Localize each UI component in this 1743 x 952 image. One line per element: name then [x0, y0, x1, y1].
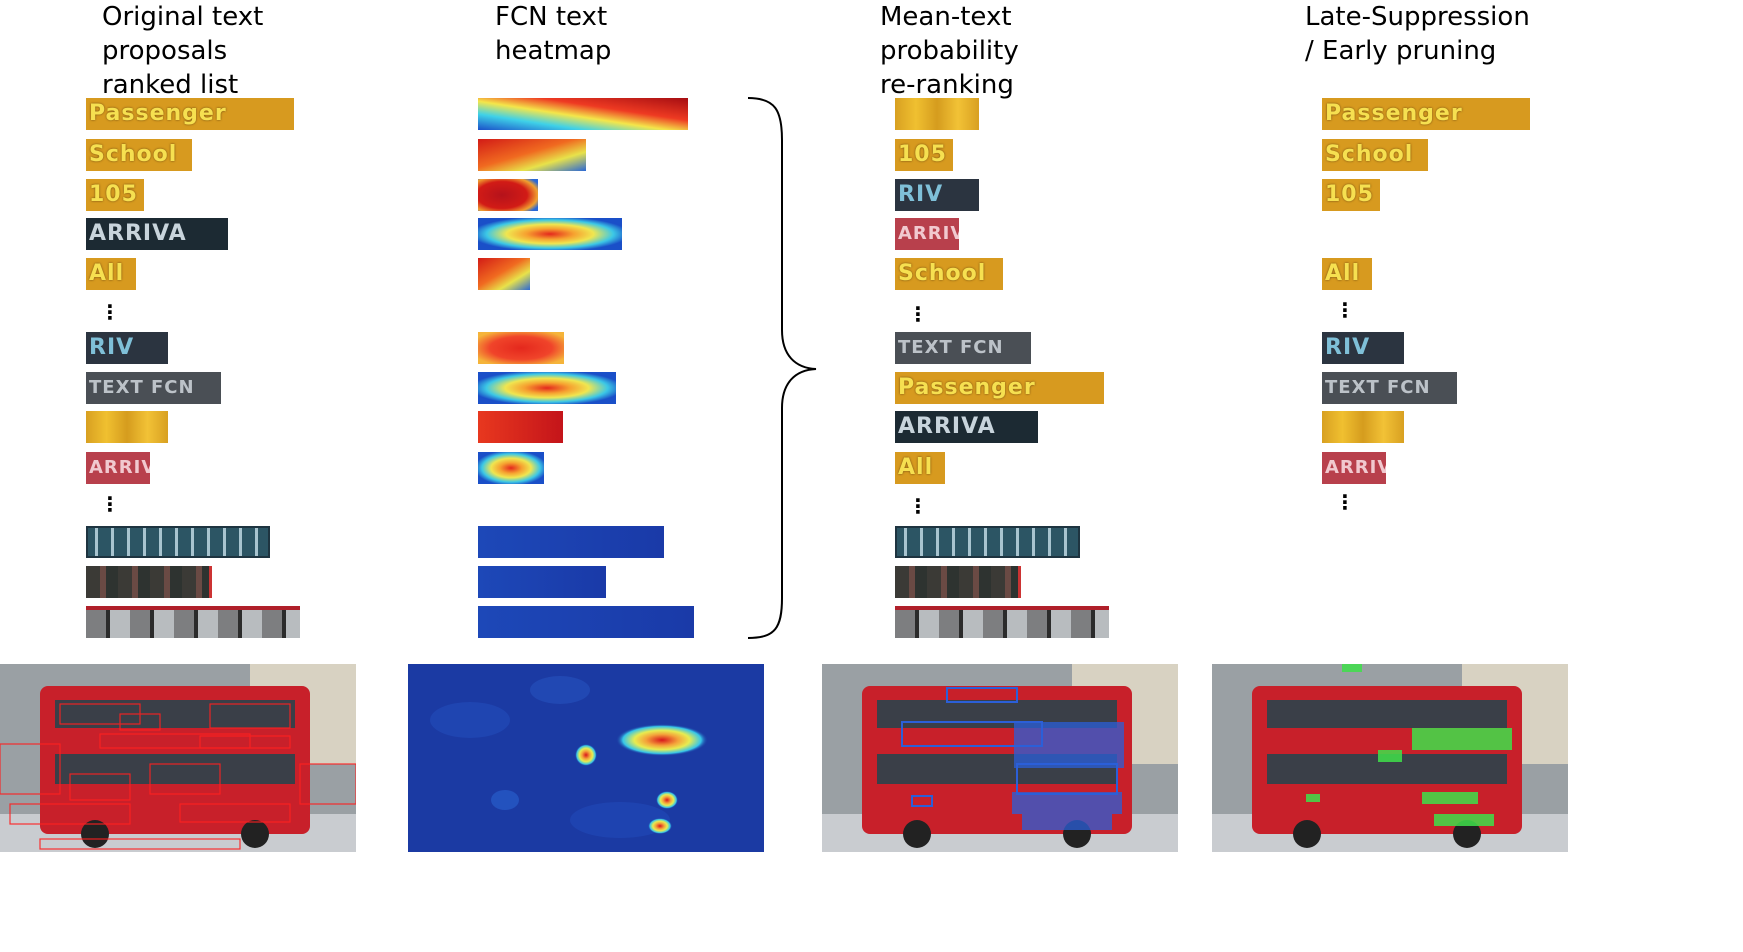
crop-school: School [1322, 139, 1428, 171]
heatmap-bus-windows [478, 606, 694, 638]
crop-blurry-yellow [895, 98, 979, 130]
crop-school: School [895, 258, 1003, 290]
crop-pattern-dark [895, 566, 1021, 598]
crop-riv: RIV [895, 179, 979, 211]
heatmap-all [478, 258, 530, 290]
ellipsis: ⋮ [1335, 298, 1355, 322]
heatmap-text-fcn [478, 372, 616, 404]
crop-pattern-teal [86, 526, 270, 558]
heatmap-passenger [478, 98, 688, 130]
ellipsis: ⋮ [908, 302, 928, 326]
crop-arriva-small: ARRIVA [86, 452, 150, 484]
title-late-suppression: Late-Suppression / Early pruning [1305, 2, 1530, 66]
crop-105: 105 [895, 139, 953, 171]
heatmap-school [478, 139, 586, 171]
crop-text-fcn: TEXT FCN [1322, 372, 1457, 404]
curly-brace [747, 97, 817, 639]
title-fcn-heatmap: FCN text heatmap [495, 2, 612, 66]
heatmap-105 [478, 179, 538, 211]
title-original-proposals: Original text proposals ranked list [102, 2, 264, 100]
crop-school: School [86, 139, 192, 171]
crop-text-fcn: TEXT FCN [86, 372, 221, 404]
crop-pattern-teal [895, 526, 1080, 558]
heatmap-blurry [478, 411, 563, 443]
crop-pattern-dark [86, 566, 212, 598]
crop-text-fcn: TEXT FCN [895, 332, 1031, 364]
crop-riv: RIV [1322, 332, 1404, 364]
crop-arriva-small: ARRIVA [895, 218, 959, 250]
crop-passenger: Passenger [895, 372, 1104, 404]
crop-passenger: Passenger [86, 98, 294, 130]
bus-photo-late-suppression [1212, 664, 1568, 852]
crop-bus-windows [86, 606, 300, 638]
crop-105: 105 [1322, 179, 1380, 211]
title-mean-text-reranking: Mean-text probability re-ranking [880, 2, 1019, 100]
crop-blurry-yellow [1322, 411, 1404, 443]
bus-photo-mean-text [822, 664, 1178, 852]
heatmap-riv [478, 332, 564, 364]
fcn-full-heatmap [408, 664, 764, 852]
ellipsis: ⋮ [100, 300, 120, 324]
crop-arriva: ARRIVA [895, 411, 1038, 443]
crop-arriva: ARRIVA [86, 218, 228, 250]
ellipsis: ⋮ [908, 494, 928, 518]
crop-blurry-yellow [86, 411, 168, 443]
crop-passenger: Passenger [1322, 98, 1530, 130]
heatmap-pattern-dark [478, 566, 606, 598]
heatmap-pattern-teal [478, 526, 664, 558]
crop-riv: RIV [86, 332, 168, 364]
ellipsis: ⋮ [1335, 490, 1355, 514]
bus-photo-original-proposals [0, 664, 356, 852]
heatmap-arriva [478, 218, 622, 250]
crop-bus-windows [895, 606, 1109, 638]
crop-arriva-small: ARRIVA [1322, 452, 1386, 484]
ellipsis: ⋮ [100, 492, 120, 516]
crop-105: 105 [86, 179, 144, 211]
crop-all: All [895, 452, 945, 484]
crop-all: All [86, 258, 136, 290]
crop-all: All [1322, 258, 1372, 290]
heatmap-arriva-small [478, 452, 544, 484]
